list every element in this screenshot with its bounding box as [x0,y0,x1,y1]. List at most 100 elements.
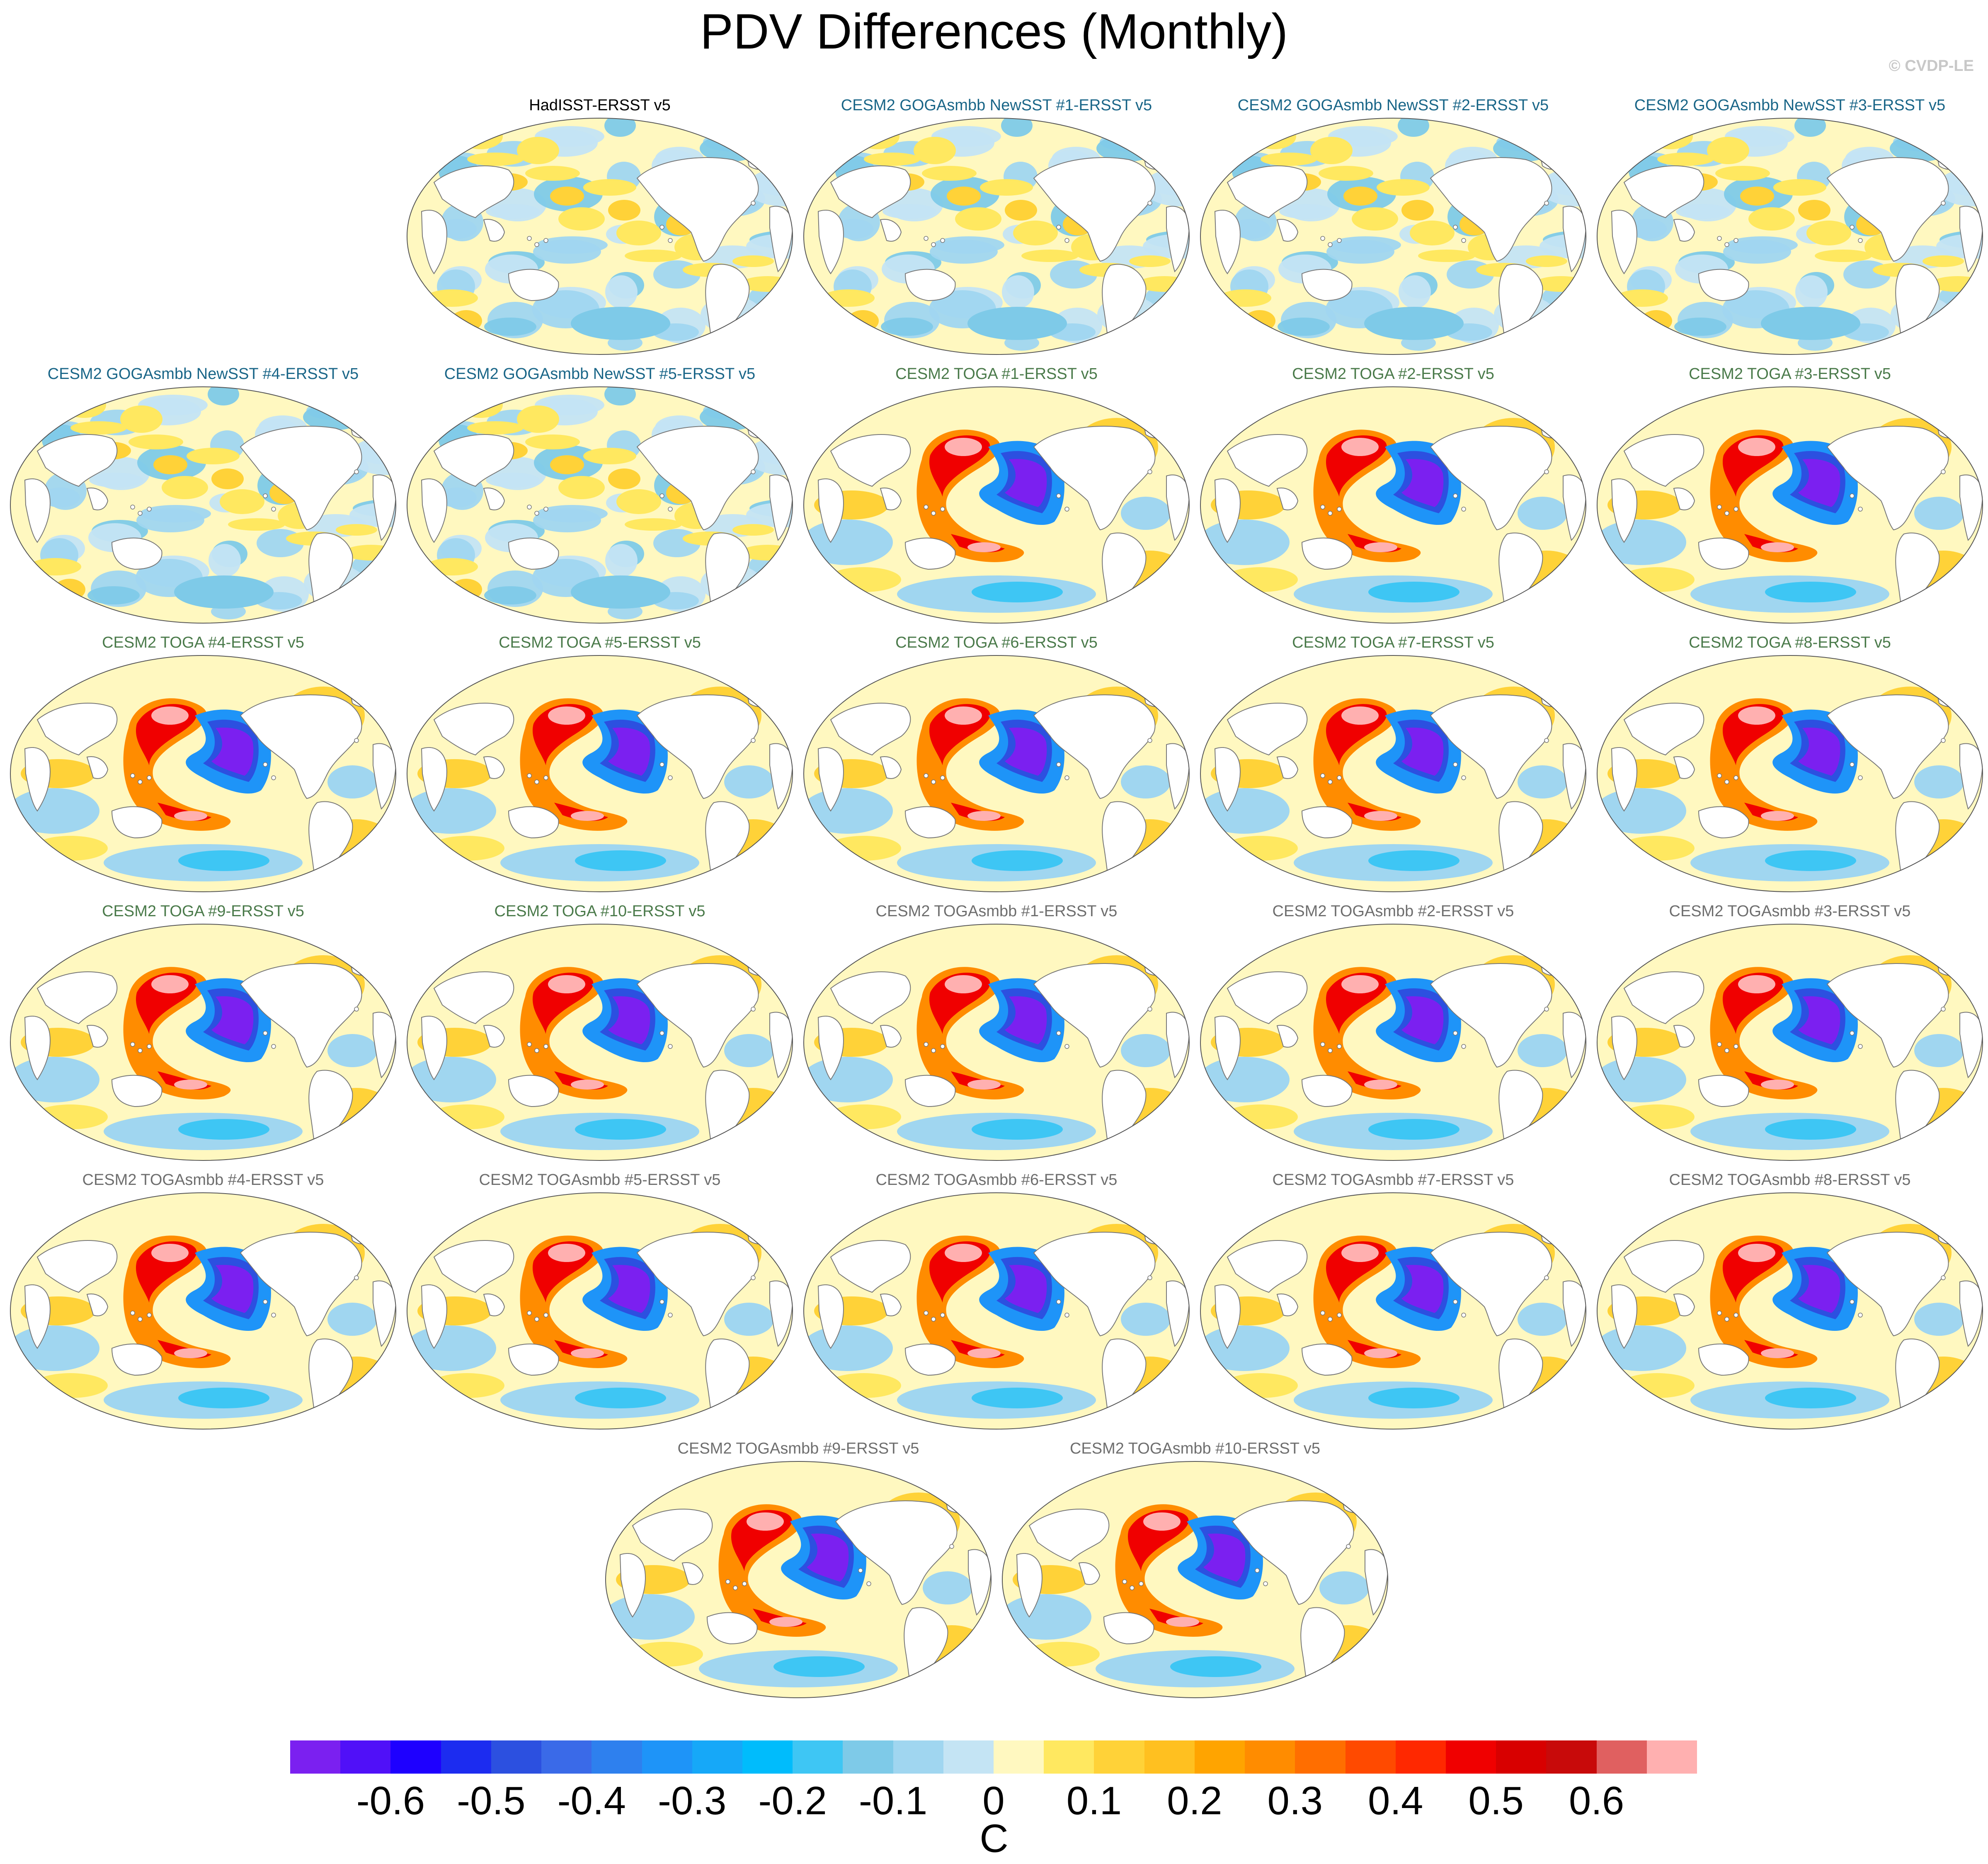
colorbar-tick-label: -0.4 [557,1779,626,1823]
world-map [1200,655,1586,892]
colorbar-cell [642,1740,693,1774]
map-panel: CESM2 TOGA #2-ERSST v5 [1198,365,1588,630]
world-map [407,1192,793,1430]
world-map [10,924,396,1161]
map-panel: CESM2 GOGAsmbb NewSST #5-ERSST v5 [405,365,795,630]
map-panel-title: CESM2 TOGA #2-ERSST v5 [1292,365,1494,383]
map-panel-title: CESM2 TOGAsmbb #9-ERSST v5 [677,1440,919,1457]
colorbar-tick-label: -0.6 [356,1779,425,1823]
world-map [803,924,1190,1161]
world-map [1597,924,1983,1161]
map-panel-title: CESM2 TOGAsmbb #3-ERSST v5 [1669,903,1911,920]
map-panel: CESM2 TOGA #8-ERSST v5 [1595,633,1985,899]
map-panel: CESM2 TOGAsmbb #3-ERSST v5 [1595,902,1985,1167]
colorbar-tick-label: -0.2 [758,1779,827,1823]
map-panel-title: CESM2 TOGAsmbb #10-ERSST v5 [1069,1440,1320,1457]
map-panel-title: HadISST-ERSST v5 [529,97,671,114]
map-panel: CESM2 TOGA #5-ERSST v5 [405,633,795,899]
colorbar-cell [994,1740,1044,1774]
colorbar-cell [1496,1740,1547,1774]
map-panel: CESM2 TOGAsmbb #8-ERSST v5 [1595,1171,1985,1436]
colorbar-cell [692,1740,743,1774]
colorbar [290,1740,1697,1774]
map-panel: CESM2 TOGAsmbb #5-ERSST v5 [405,1171,795,1436]
map-panel-title: CESM2 TOGA #8-ERSST v5 [1689,634,1891,651]
colorbar-cell [340,1740,391,1774]
world-map [1200,118,1586,355]
map-panel: CESM2 TOGA #9-ERSST v5 [8,902,398,1167]
map-panel-title: CESM2 TOGA #5-ERSST v5 [499,634,701,651]
map-panel-title: CESM2 TOGAsmbb #4-ERSST v5 [82,1171,324,1189]
map-panel-title: CESM2 TOGAsmbb #8-ERSST v5 [1669,1171,1911,1189]
map-panel: CESM2 TOGAsmbb #6-ERSST v5 [802,1171,1191,1436]
map-panel: CESM2 GOGAsmbb NewSST #3-ERSST v5 [1595,96,1985,362]
map-panel-title: CESM2 TOGAsmbb #2-ERSST v5 [1272,903,1514,920]
colorbar-cell [943,1740,994,1774]
colorbar-cell [290,1740,341,1774]
world-map [1200,924,1586,1161]
world-map [10,655,396,892]
world-map [1002,1461,1388,1698]
map-panel: CESM2 TOGA #6-ERSST v5 [802,633,1191,899]
world-map [10,1192,396,1430]
colorbar-cell [441,1740,492,1774]
map-panel-title: CESM2 TOGAsmbb #6-ERSST v5 [875,1171,1118,1189]
map-panel: CESM2 TOGAsmbb #4-ERSST v5 [8,1171,398,1436]
colorbar-cell [1395,1740,1446,1774]
map-panel-title: CESM2 TOGA #9-ERSST v5 [102,903,304,920]
world-map [1597,386,1983,624]
map-panel-title: CESM2 TOGAsmbb #1-ERSST v5 [875,903,1118,920]
colorbar-cell [1295,1740,1346,1774]
colorbar-cell [1144,1740,1195,1774]
colorbar-cell [1345,1740,1396,1774]
colorbar-tick-label: -0.5 [457,1779,526,1823]
colorbar-cell [793,1740,843,1774]
colorbar-cell [1445,1740,1496,1774]
colorbar-tick-label: 0.4 [1367,1779,1423,1823]
map-panel-title: CESM2 TOGA #6-ERSST v5 [895,634,1098,651]
world-map [803,118,1190,355]
colorbar-tick-label: 0.5 [1468,1779,1524,1823]
colorbar-cell [592,1740,642,1774]
world-map [1597,118,1983,355]
map-panel-title: CESM2 GOGAsmbb NewSST #1-ERSST v5 [841,97,1152,114]
colorbar-tick-label: 0.3 [1267,1779,1323,1823]
colorbar-cell [893,1740,944,1774]
map-panel-title: CESM2 GOGAsmbb NewSST #5-ERSST v5 [444,365,756,383]
map-panel-title: CESM2 TOGA #4-ERSST v5 [102,634,304,651]
world-map [407,655,793,892]
colorbar-cell [1044,1740,1094,1774]
map-panel: CESM2 TOGA #10-ERSST v5 [405,902,795,1167]
map-panel: CESM2 TOGA #1-ERSST v5 [802,365,1191,630]
map-panel: CESM2 GOGAsmbb NewSST #1-ERSST v5 [802,96,1191,362]
map-panel: CESM2 TOGAsmbb #9-ERSST v5 [604,1439,993,1705]
figure-title: PDV Differences (Monthly) [700,4,1288,59]
colorbar-cell [1646,1740,1697,1774]
copyright-watermark: © CVDP-LE [1889,57,1974,75]
world-map [1200,1192,1586,1430]
colorbar-cell [843,1740,894,1774]
colorbar-cell [1546,1740,1597,1774]
map-panel: HadISST-ERSST v5 [405,96,795,362]
world-map [1597,655,1983,892]
map-panel: CESM2 TOGAsmbb #2-ERSST v5 [1198,902,1588,1167]
colorbar-tick-label: -0.1 [858,1779,928,1823]
colorbar-cell [390,1740,441,1774]
map-panel-title: CESM2 TOGAsmbb #5-ERSST v5 [479,1171,721,1189]
colorbar-cell [1094,1740,1145,1774]
map-panel: CESM2 TOGAsmbb #10-ERSST v5 [1000,1439,1390,1705]
map-panel: CESM2 TOGAsmbb #1-ERSST v5 [802,902,1191,1167]
world-map [605,1461,992,1698]
map-panel-title: CESM2 TOGA #3-ERSST v5 [1689,365,1891,383]
colorbar-cell [1194,1740,1245,1774]
colorbar-cell [541,1740,592,1774]
map-panel: CESM2 TOGAsmbb #7-ERSST v5 [1198,1171,1588,1436]
map-panel-title: CESM2 GOGAsmbb NewSST #2-ERSST v5 [1237,97,1549,114]
colorbar-tick-label: 0.1 [1066,1779,1122,1823]
map-panel-title: CESM2 TOGA #1-ERSST v5 [895,365,1098,383]
map-panel: CESM2 TOGA #7-ERSST v5 [1198,633,1588,899]
colorbar-tick-label: -0.3 [657,1779,727,1823]
colorbar-cell [491,1740,542,1774]
world-map [803,386,1190,624]
world-map [803,655,1190,892]
